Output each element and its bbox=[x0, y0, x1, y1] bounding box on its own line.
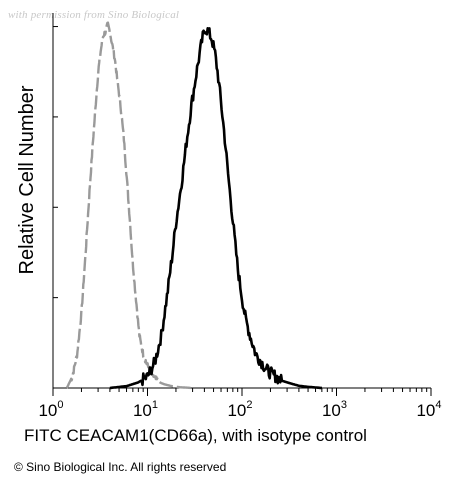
x-axis-label: FITC CEACAM1(CD66a), with isotype contro… bbox=[24, 426, 367, 445]
axes bbox=[52, 13, 431, 389]
x-tick-label-1: 101 bbox=[133, 399, 158, 420]
isotype-control-histogram bbox=[65, 21, 194, 390]
x-tick-exponent: 0 bbox=[57, 399, 63, 411]
y-axis-label: Relative Cell Number bbox=[16, 85, 38, 275]
x-tick-labels: 100 101 102 103 104 bbox=[38, 399, 441, 420]
tick-marks bbox=[52, 26, 432, 396]
x-tick-exponent: 1 bbox=[152, 399, 158, 411]
x-tick-exponent: 3 bbox=[341, 399, 347, 411]
x-tick-label-0: 100 bbox=[38, 399, 63, 420]
x-tick-label-4: 104 bbox=[416, 399, 441, 420]
x-tick-base: 10 bbox=[416, 401, 435, 420]
x-tick-label-3: 103 bbox=[322, 399, 347, 420]
x-tick-label-2: 102 bbox=[227, 399, 252, 420]
copyright-text: © Sino Biological Inc. All rights reserv… bbox=[14, 460, 227, 474]
series-layer bbox=[65, 21, 323, 390]
x-tick-exponent: 4 bbox=[435, 399, 441, 411]
x-tick-base: 10 bbox=[38, 401, 57, 420]
watermark-text: with permission from Sino Biological bbox=[8, 9, 180, 21]
x-tick-base: 10 bbox=[227, 401, 246, 420]
x-tick-base: 10 bbox=[322, 401, 341, 420]
x-tick-exponent: 2 bbox=[246, 399, 252, 411]
x-tick-base: 10 bbox=[133, 401, 152, 420]
cd66a-histogram bbox=[109, 27, 323, 390]
